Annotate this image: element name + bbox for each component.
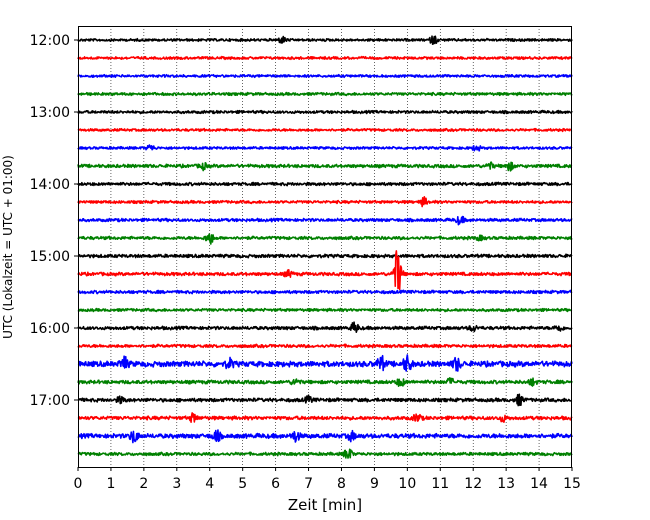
y-tick-label: 17:00 bbox=[30, 393, 70, 409]
x-tick-label: 4 bbox=[205, 476, 214, 492]
trace-line bbox=[77, 215, 573, 226]
trace-line bbox=[77, 91, 573, 97]
x-tick-label: 7 bbox=[304, 476, 313, 492]
y-tick-label: 16:00 bbox=[30, 321, 70, 337]
trace-line bbox=[77, 161, 573, 172]
y-axis-ticks: 12:00 13:00 14:00 15:00 16:00 17:00 bbox=[30, 33, 78, 409]
x-tick-label: 15 bbox=[563, 476, 581, 492]
trace-line bbox=[77, 127, 573, 133]
plot-frame bbox=[78, 26, 572, 468]
x-tick-label: 1 bbox=[106, 476, 115, 492]
trace-line bbox=[77, 448, 573, 459]
trace-line bbox=[77, 321, 573, 334]
y-tick-label: 14:00 bbox=[30, 177, 70, 193]
x-axis-ticks: 0 1 2 3 4 5 6 7 8 9 10 11 12 13 14 15 bbox=[74, 467, 581, 492]
trace-line bbox=[77, 253, 573, 259]
trace-line bbox=[77, 412, 573, 423]
trace-line bbox=[77, 233, 573, 245]
seismic-traces bbox=[77, 35, 573, 459]
trace-line bbox=[77, 55, 573, 61]
trace-line bbox=[77, 196, 573, 208]
trace-line bbox=[77, 377, 573, 388]
trace-line bbox=[77, 307, 573, 313]
x-tick-label: 9 bbox=[370, 476, 379, 492]
x-tick-label: 0 bbox=[74, 476, 83, 492]
x-tick-label: 8 bbox=[337, 476, 346, 492]
x-tick-label: 11 bbox=[431, 476, 449, 492]
trace-line bbox=[77, 73, 573, 79]
trace-line bbox=[77, 343, 573, 349]
trace-line bbox=[77, 181, 573, 187]
x-tick-label: 13 bbox=[497, 476, 515, 492]
trace-line bbox=[77, 429, 573, 444]
trace-line bbox=[77, 109, 573, 115]
x-tick-label: 5 bbox=[238, 476, 247, 492]
trace-line bbox=[77, 250, 573, 291]
x-tick-label: 2 bbox=[139, 476, 148, 492]
x-tick-label: 3 bbox=[172, 476, 181, 492]
trace-line bbox=[77, 393, 573, 407]
trace-line bbox=[77, 35, 573, 45]
x-tick-label: 10 bbox=[398, 476, 416, 492]
x-tick-label: 6 bbox=[271, 476, 280, 492]
trace-line bbox=[77, 354, 573, 372]
x-tick-label: 14 bbox=[530, 476, 548, 492]
trace-line bbox=[77, 289, 573, 295]
trace-line bbox=[77, 144, 573, 152]
x-tick-label: 12 bbox=[464, 476, 482, 492]
y-tick-label: 12:00 bbox=[30, 33, 70, 49]
y-tick-label: 13:00 bbox=[30, 105, 70, 121]
x-axis-label: Zeit [min] bbox=[288, 496, 362, 514]
y-tick-label: 15:00 bbox=[30, 249, 70, 265]
y-axis-label: UTC (Lokalzeit = UTC + 01:00) bbox=[1, 155, 15, 339]
